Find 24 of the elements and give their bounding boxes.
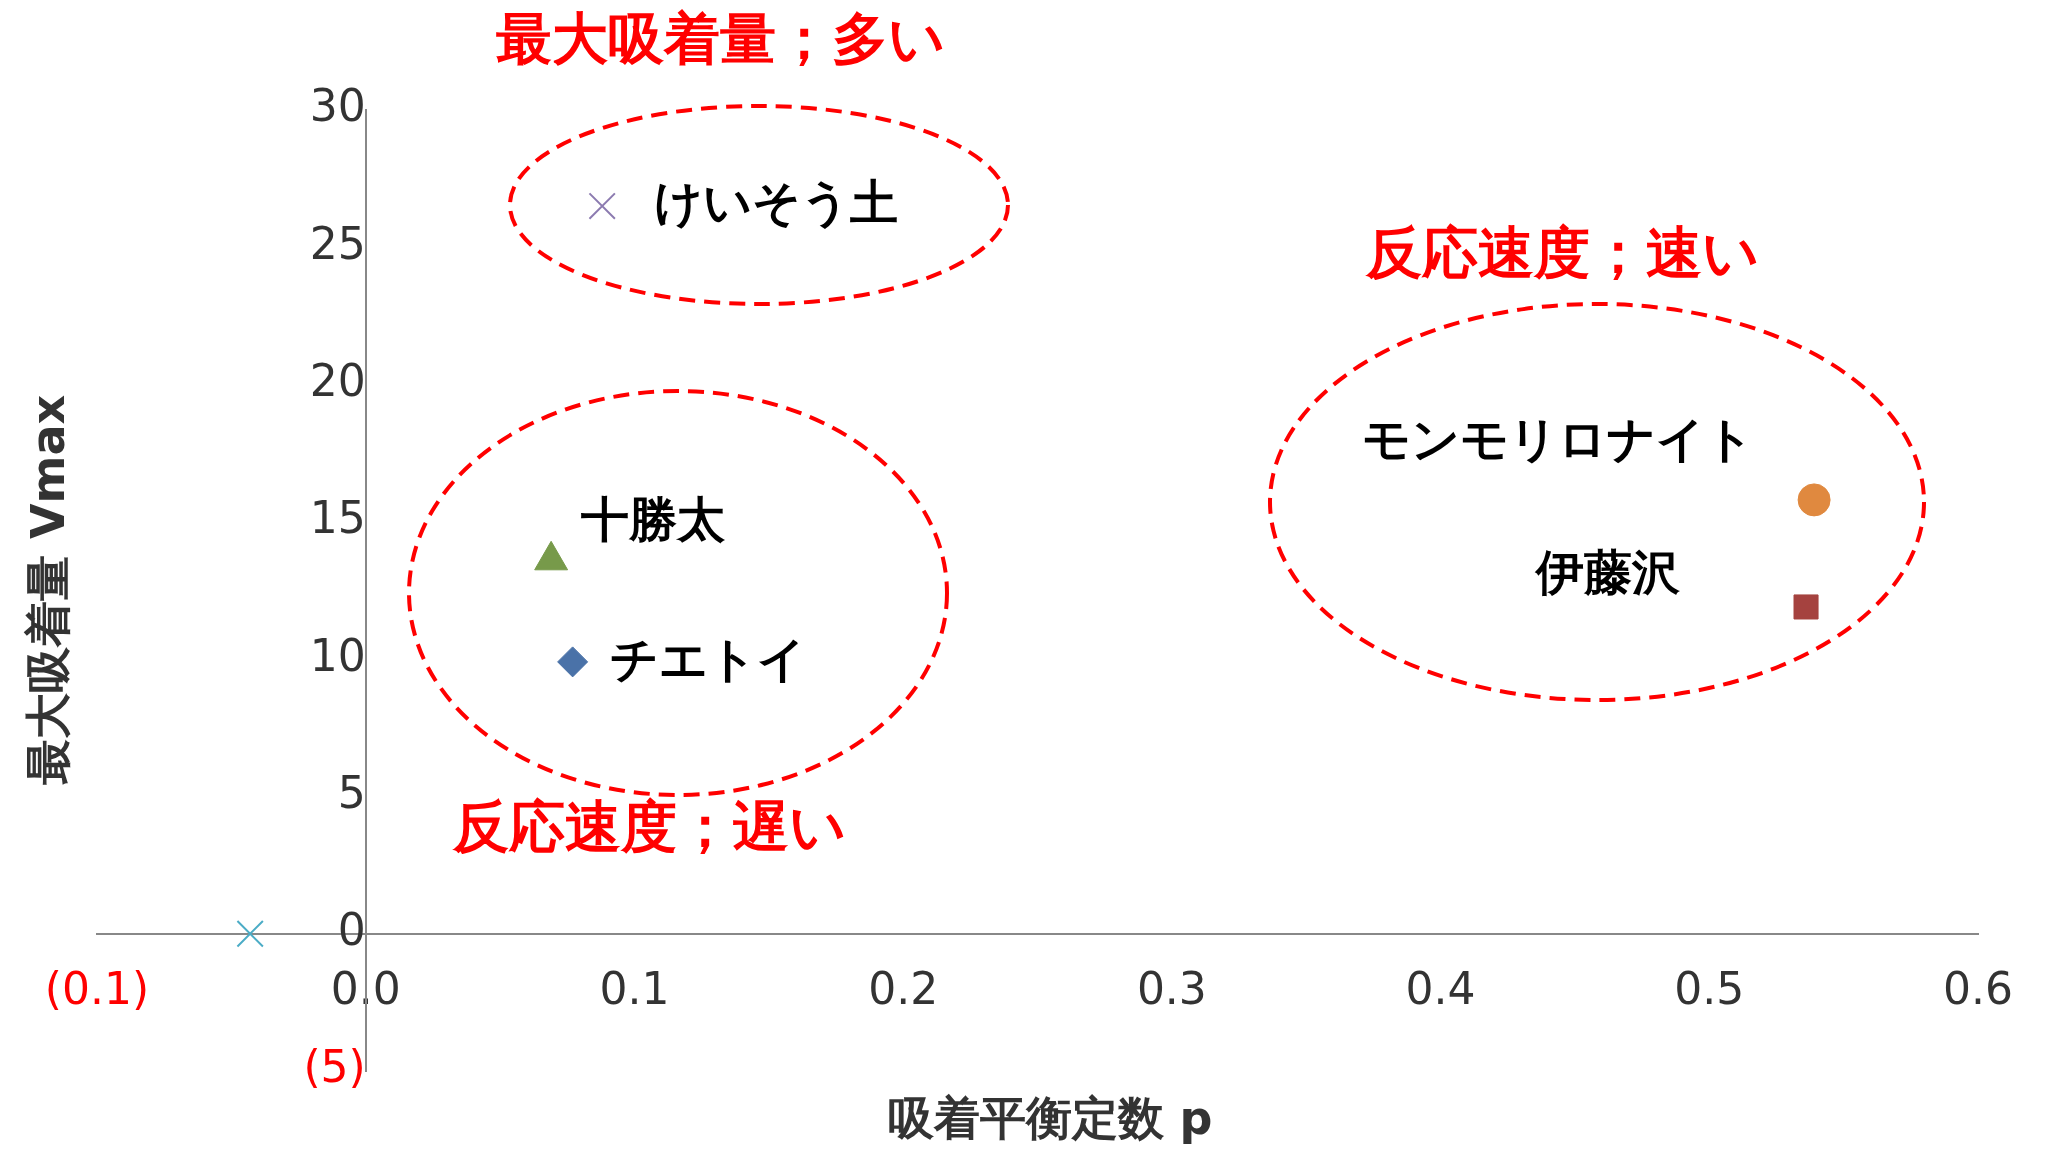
series-label: 十勝太 xyxy=(581,490,727,547)
y-tick-label: 30 xyxy=(309,80,366,132)
y-axis-title: 最大吸着量 Vmax xyxy=(20,394,75,786)
y-tick-label: 10 xyxy=(309,629,366,681)
x-tick-label: 0.2 xyxy=(868,962,939,1014)
x-tick-label: 0.3 xyxy=(1136,962,1207,1014)
text: 最大吸着量；多い xyxy=(495,5,945,71)
y-tick-label: 5 xyxy=(337,766,366,818)
series-label: チエトイ xyxy=(609,631,806,688)
series-label: モンモリロナイト xyxy=(1362,411,1755,468)
text: 伊藤沢 xyxy=(1534,544,1681,601)
annotation: 反応速度；遅い xyxy=(451,793,846,859)
x-tick-label: 0.4 xyxy=(1405,962,1476,1014)
y-tick-label: 25 xyxy=(309,217,366,269)
x-tick-label: (0.1) xyxy=(44,962,150,1014)
annotation: 反応速度；速い xyxy=(1364,219,1759,285)
y-tick-label: 20 xyxy=(309,355,366,407)
y-tick-label: 15 xyxy=(309,492,366,544)
y-tick-label: (5) xyxy=(303,1041,366,1093)
x-tick-label: 0.1 xyxy=(599,962,670,1014)
x-axis-title: 吸着平衡定数 p xyxy=(887,1090,1213,1145)
x-tick-label: 0.5 xyxy=(1674,962,1745,1014)
x-tick-label: 0.6 xyxy=(1943,962,2013,1014)
series-label: けいそう土 xyxy=(654,173,899,230)
